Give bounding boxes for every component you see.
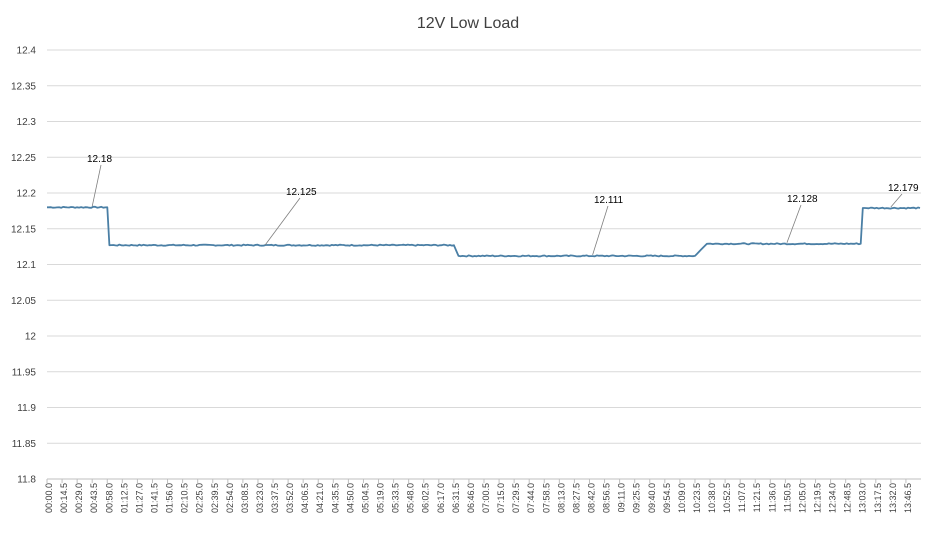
- series-line: [47, 205, 921, 258]
- x-tick-label: 06:31.5: [451, 483, 461, 513]
- annotation-label: 12.179: [888, 183, 919, 194]
- annotation-leader: [592, 205, 609, 256]
- x-tick-label: 00:43.5: [89, 483, 99, 513]
- y-tick-label: 12.3: [17, 117, 37, 128]
- x-tick-label: 01:41.5: [149, 483, 159, 513]
- x-tick-label: 04:21.0: [315, 483, 325, 513]
- x-tick-label: 01:56.0: [165, 483, 175, 513]
- x-tick-label: 05:19.0: [376, 483, 386, 513]
- x-tick-label: 10:38.0: [707, 483, 717, 513]
- x-tick-label: 04:06.5: [300, 483, 310, 513]
- x-tick-label: 03:52.0: [285, 483, 295, 513]
- y-tick-label: 11.8: [17, 475, 36, 486]
- x-tick-label: 08:13.0: [556, 483, 566, 513]
- annotation-leader: [91, 164, 102, 207]
- x-tick-label: 13:46.5: [903, 483, 913, 513]
- annotation-label: 12.128: [787, 194, 818, 205]
- x-tick-label: 01:12.5: [119, 483, 129, 513]
- y-tick-label: 12: [25, 332, 37, 343]
- x-tick-label: 05:48.0: [406, 483, 416, 513]
- y-tick-label: 12.35: [11, 81, 36, 92]
- y-tick-label: 11.9: [17, 403, 36, 414]
- annotation-leader: [264, 197, 301, 246]
- annotation-leader: [786, 204, 802, 243]
- x-tick-label: 13:17.5: [873, 483, 883, 513]
- y-tick-label: 12.4: [17, 46, 37, 57]
- x-tick-label: 08:56.5: [602, 483, 612, 513]
- x-axis: 00:00.0 00:14.5 00:29.0 00:43.5 00:58.0 01:12…: [44, 479, 913, 513]
- x-tick-label: 11:36.0: [767, 483, 777, 512]
- x-tick-label: 09:25.5: [632, 483, 642, 513]
- x-tick-label: 00:00.0: [44, 483, 54, 513]
- y-tick-label: 12.25: [11, 153, 36, 164]
- x-tick-label: 02:39.5: [210, 483, 220, 513]
- chart-title: 12V Low Load: [417, 15, 519, 32]
- x-tick-label: 07:58.5: [541, 483, 551, 513]
- y-tick-label: 12.05: [11, 296, 36, 307]
- x-tick-label: 06:46.0: [466, 483, 476, 513]
- annotation-leader: [890, 193, 903, 208]
- x-tick-label: 10:09.0: [677, 483, 687, 513]
- x-tick-label: 09:40.0: [647, 483, 657, 513]
- x-tick-label: 13:32.0: [888, 483, 898, 513]
- x-tick-label: 07:44.0: [526, 483, 536, 513]
- x-tick-label: 02:10.5: [180, 483, 190, 513]
- annotations-layer: 12.18 12.125 12.111 12.128 12.179: [87, 154, 919, 256]
- x-tick-label: 08:27.5: [571, 483, 581, 513]
- x-tick-label: 03:37.5: [270, 483, 280, 513]
- x-tick-label: 11:50.5: [782, 483, 792, 512]
- grid-layer: [47, 49, 921, 480]
- x-tick-label: 03:08.5: [240, 483, 250, 513]
- x-tick-label: 00:14.5: [59, 483, 69, 513]
- x-tick-label: 12:48.5: [843, 483, 853, 513]
- x-tick-label: 02:25.0: [195, 483, 205, 513]
- x-tick-label: 01:27.0: [134, 483, 144, 513]
- x-tick-label: 05:04.5: [360, 483, 370, 513]
- x-tick-label: 02:54.0: [225, 483, 235, 513]
- x-tick-label: 12:05.0: [797, 483, 807, 513]
- x-tick-label: 04:35.5: [330, 483, 340, 513]
- x-tick-label: 03:23.0: [255, 483, 265, 513]
- y-tick-label: 11.85: [12, 439, 37, 450]
- x-tick-label: 08:42.0: [586, 483, 596, 513]
- x-tick-label: 12:34.0: [828, 483, 838, 513]
- x-tick-label: 12:19.5: [813, 483, 823, 513]
- series-layer: [47, 205, 921, 258]
- x-tick-label: 07:29.5: [511, 483, 521, 513]
- x-tick-label: 00:58.0: [104, 483, 114, 513]
- x-tick-label: 05:33.5: [391, 483, 401, 513]
- annotation-label: 12.18: [87, 154, 112, 165]
- y-tick-label: 11.95: [12, 367, 37, 378]
- x-tick-label: 11:07.0: [737, 483, 747, 512]
- x-tick-label: 10:23.5: [692, 483, 702, 513]
- y-tick-label: 12.1: [17, 260, 37, 271]
- y-tick-label: 12.15: [11, 224, 36, 235]
- annotation-label: 12.125: [286, 187, 317, 198]
- x-tick-label: 07:15.0: [496, 483, 506, 513]
- y-tick-label: 12.2: [17, 189, 37, 200]
- x-tick-label: 11:21.5: [752, 483, 762, 512]
- x-tick-label: 09:54.5: [662, 483, 672, 513]
- x-tick-label: 04:50.0: [345, 483, 355, 513]
- x-tick-label: 10:52.5: [722, 483, 732, 513]
- annotation-label: 12.111: [594, 195, 624, 206]
- x-tick-label: 06:02.5: [421, 483, 431, 513]
- x-tick-label: 09:11.0: [617, 483, 627, 512]
- x-tick-label: 13:03.0: [858, 483, 868, 513]
- y-axis: 12.4 12.35 12.3 12.25 12.2 12.15 12.1 12.05 12 11…: [11, 46, 36, 486]
- x-tick-label: 07:00.5: [481, 483, 491, 513]
- x-tick-label: 06:17.0: [436, 483, 446, 513]
- x-tick-label: 00:29.0: [74, 483, 84, 513]
